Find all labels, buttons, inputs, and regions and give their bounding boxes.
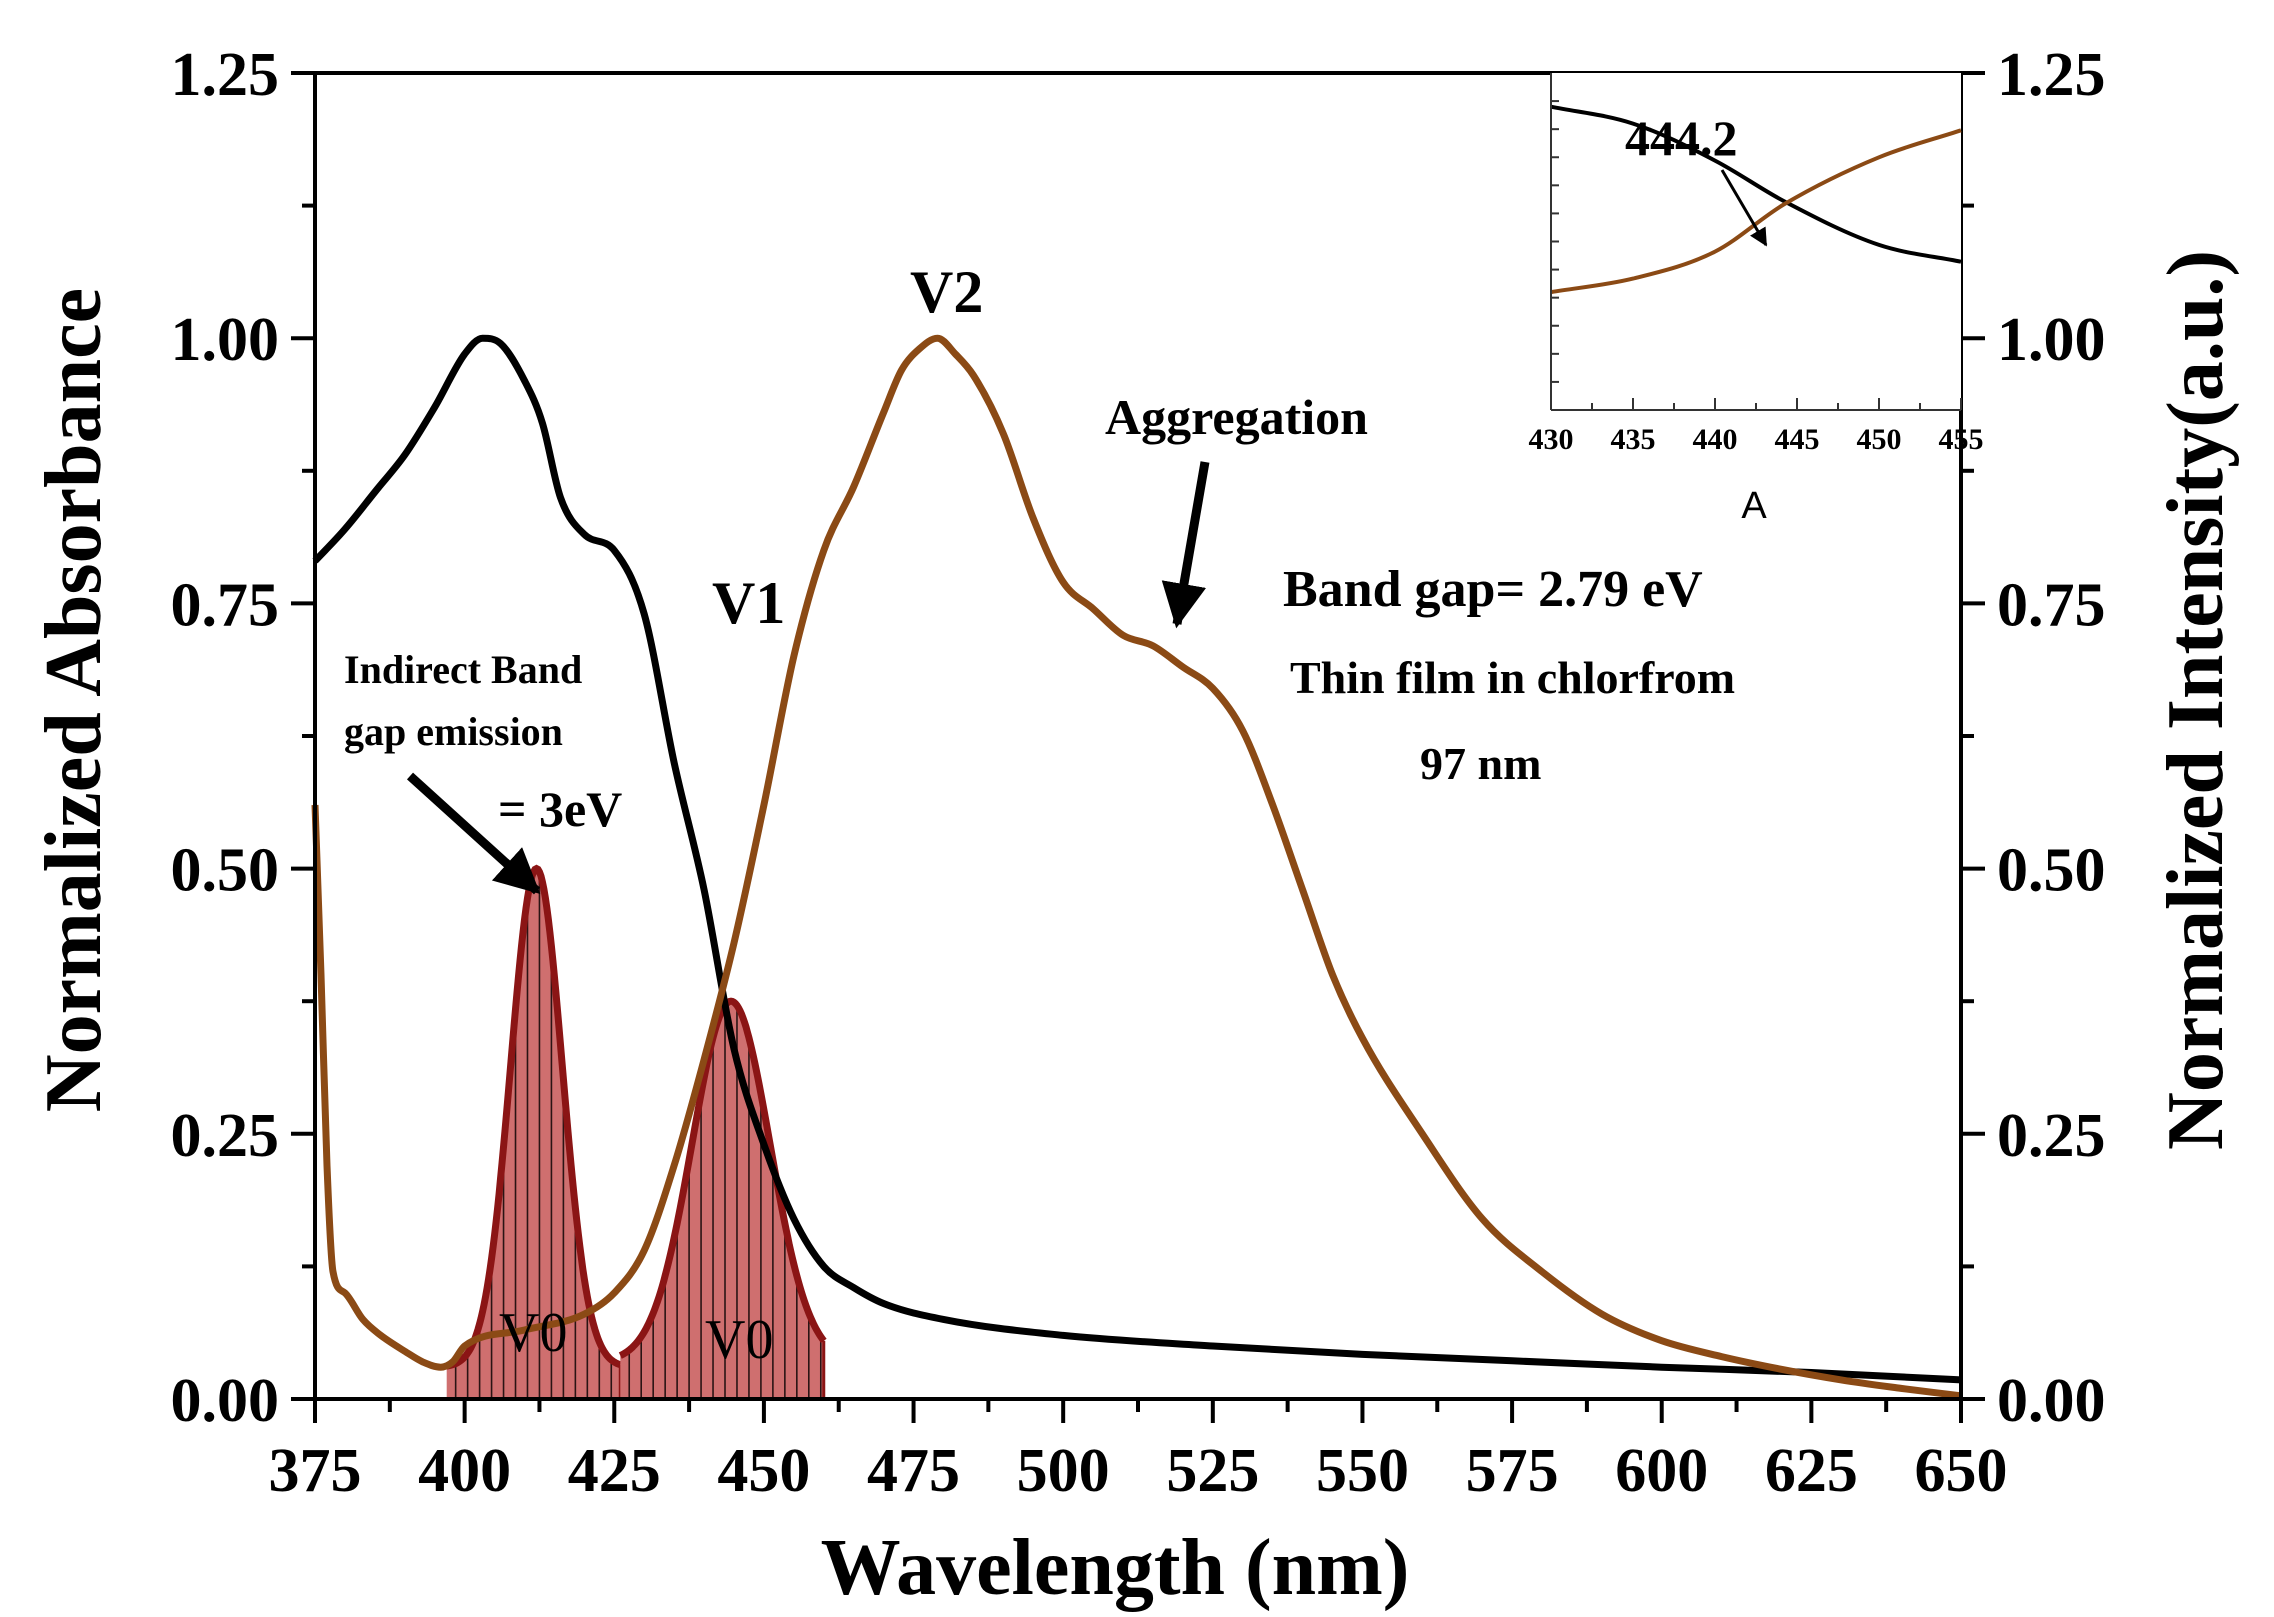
x-tick-label: 475 <box>867 1437 960 1505</box>
inset-curves <box>1550 104 1962 295</box>
y-left-tick-label: 0.75 <box>171 571 280 639</box>
v0-peak-outline-2 <box>618 997 827 1359</box>
y-left-tick-label: 0.00 <box>171 1367 280 1435</box>
inset-x-axis-title: A <box>1741 485 1767 527</box>
inset-crossing-arrow <box>1720 169 1768 247</box>
curve-layer <box>311 334 1962 1400</box>
x-tick-label: 400 <box>418 1437 511 1505</box>
inset-x-tick-labels: 430 435 440 445 450 455 <box>1529 423 1984 456</box>
x-tick-label: 450 <box>717 1437 810 1505</box>
inset-emission-curve <box>1550 128 1962 295</box>
y-right-axis-title: Normalized Intensity(a.u.) <box>2152 250 2240 1150</box>
y-left-axis-title: Normalized Absorbance <box>30 288 118 1112</box>
y-left-tick-label: 1.25 <box>171 41 280 109</box>
emission-curve <box>311 334 1962 1400</box>
v0-peak-fill-1 <box>446 868 621 1399</box>
x-tick-label: 625 <box>1765 1437 1858 1505</box>
x-tick-label: 525 <box>1166 1437 1259 1505</box>
x-tick-label: 375 <box>269 1437 362 1505</box>
x-tick-label: 650 <box>1915 1437 2008 1505</box>
y-right-tick-labels: 0.00 0.25 0.50 0.75 1.00 1.25 <box>1997 41 2106 1435</box>
inset-x-tick-label: 455 <box>1939 423 1984 456</box>
band-gap-label: Band gap= 2.79 eV <box>1283 561 1703 618</box>
y-right-tick-label: 0.50 <box>1997 837 2106 905</box>
indirect-arrow <box>406 772 541 895</box>
x-tick-labels: 375 400 425 450 475 500 525 550 575 600 625 650 <box>269 1437 2008 1505</box>
y-left-tick-labels: 0.00 0.25 0.50 0.75 1.00 1.25 <box>171 41 280 1435</box>
y-right-tick-label: 1.25 <box>1997 41 2106 109</box>
x-axis-title: Wavelength (nm) <box>821 1524 1410 1612</box>
aggregation-label: Aggregation <box>1105 389 1368 445</box>
x-tick-label: 500 <box>1017 1437 1110 1505</box>
v0-label-1: V0 <box>499 1302 567 1364</box>
indirect-label-line2: gap emission <box>344 709 563 754</box>
y-left-tick-label: 1.00 <box>171 306 280 374</box>
x-tick-label: 575 <box>1466 1437 1559 1505</box>
inset-x-tick-label: 450 <box>1857 423 1902 456</box>
x-tick-label: 550 <box>1316 1437 1409 1505</box>
y-right-tick-label: 0.00 <box>1997 1367 2106 1435</box>
inset-chart: 430 435 440 445 450 455 A 444.2 <box>1529 73 1984 527</box>
inset-crossing-label: 444.2 <box>1625 110 1738 166</box>
absorbance-curve <box>312 334 1962 1384</box>
v1-label: V1 <box>712 570 785 636</box>
indirect-value-label: = 3eV <box>498 781 622 837</box>
inset-x-tick-label: 445 <box>1775 423 1820 456</box>
inset-background <box>1551 73 1961 410</box>
film-label: Thin film in chlorfrom <box>1290 652 1735 703</box>
inset-x-tick-label: 435 <box>1611 423 1656 456</box>
y-right-tick-label: 0.25 <box>1997 1102 2106 1170</box>
inset-absorbance-curve <box>1550 104 1962 264</box>
v2-label: V2 <box>910 259 983 325</box>
indirect-label-line1: Indirect Band <box>344 647 582 692</box>
tick-layer <box>291 71 1985 1423</box>
x-tick-label: 600 <box>1615 1437 1708 1505</box>
thickness-label: 97 nm <box>1420 738 1541 789</box>
y-left-tick-label: 0.50 <box>171 837 280 905</box>
v0-label-2: V0 <box>705 1309 773 1371</box>
y-right-tick-label: 0.75 <box>1997 571 2106 639</box>
inset-x-tick-label: 440 <box>1693 423 1738 456</box>
aggregation-arrow <box>1161 461 1210 629</box>
x-tick-label: 425 <box>568 1437 661 1505</box>
y-left-tick-label: 0.25 <box>171 1102 280 1170</box>
inset-x-tick-label: 430 <box>1529 423 1574 456</box>
y-right-tick-label: 1.00 <box>1997 306 2106 374</box>
